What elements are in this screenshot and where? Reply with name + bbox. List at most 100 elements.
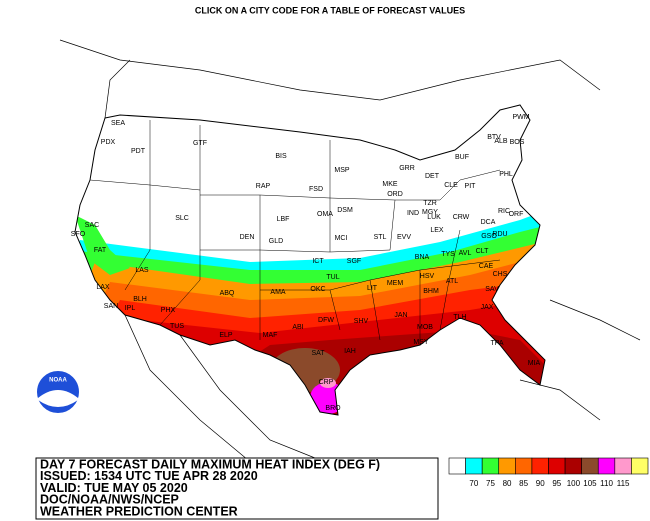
city-code[interactable]: BIS xyxy=(275,153,287,160)
city-code[interactable]: CAE xyxy=(479,263,494,270)
city-code[interactable]: SAV xyxy=(485,286,499,293)
city-code[interactable]: OKC xyxy=(310,286,325,293)
city-code[interactable]: TUL xyxy=(326,274,339,281)
city-code[interactable]: CLT xyxy=(476,248,489,255)
city-code[interactable]: STL xyxy=(374,234,387,241)
city-code[interactable]: MKE xyxy=(382,181,398,188)
city-code[interactable]: SAN xyxy=(104,303,118,310)
city-code[interactable]: PHL xyxy=(499,171,513,178)
noaa-logo: NOAA xyxy=(35,369,81,415)
city-code[interactable]: LAX xyxy=(96,284,110,291)
city-code[interactable]: SAT xyxy=(311,350,325,357)
city-code[interactable]: DET xyxy=(425,173,440,180)
city-code[interactable]: MIA xyxy=(528,360,541,367)
city-code[interactable]: CRW xyxy=(453,214,470,221)
city-code[interactable]: AVL xyxy=(459,250,472,257)
city-code[interactable]: BOS xyxy=(510,139,525,146)
city-code[interactable]: AMA xyxy=(270,289,286,296)
city-code[interactable]: SEA xyxy=(111,120,125,127)
city-code[interactable]: LUK xyxy=(427,214,441,221)
legend-label: 90 xyxy=(536,479,545,488)
city-code[interactable]: JAN xyxy=(394,312,407,319)
city-code[interactable]: PDT xyxy=(131,148,146,155)
city-code[interactable]: ABQ xyxy=(220,290,235,297)
city-code[interactable]: BUF xyxy=(455,154,469,161)
city-code[interactable]: DFW xyxy=(318,317,334,324)
legend-label: 75 xyxy=(486,479,495,488)
city-code[interactable]: DCA xyxy=(481,219,496,226)
info-line: WEATHER PREDICTION CENTER xyxy=(40,504,238,518)
city-code[interactable]: PDX xyxy=(101,139,116,146)
city-code[interactable]: ALB xyxy=(494,138,508,145)
legend: 70 75 80 85 90 95 100 105 110 115 xyxy=(448,457,649,488)
city-code[interactable]: PIT xyxy=(465,183,477,190)
city-code[interactable]: TYS xyxy=(441,251,455,258)
city-code[interactable]: BHM xyxy=(423,288,439,295)
city-code[interactable]: DEN xyxy=(240,234,255,241)
legend-swatch xyxy=(631,457,649,475)
city-code[interactable]: EVV xyxy=(397,234,411,241)
city-code[interactable]: HSV xyxy=(420,273,435,280)
city-code[interactable]: LAS xyxy=(135,267,149,274)
city-code[interactable]: GTF xyxy=(193,140,207,147)
city-code[interactable]: JAX xyxy=(481,304,494,311)
city-code[interactable]: IAH xyxy=(344,348,356,355)
city-code[interactable]: DSM xyxy=(337,207,353,214)
legend-swatch xyxy=(515,457,533,475)
city-code[interactable]: MAF xyxy=(263,332,278,339)
city-code[interactable]: CHS xyxy=(493,271,508,278)
city-code[interactable]: CLE xyxy=(444,182,458,189)
city-code[interactable]: GLD xyxy=(269,238,283,245)
city-code[interactable]: SGF xyxy=(347,258,361,265)
city-code[interactable]: ORF xyxy=(509,211,524,218)
city-code[interactable]: BRO xyxy=(325,405,341,412)
city-code[interactable]: FSD xyxy=(309,186,323,193)
city-code[interactable]: SAC xyxy=(85,222,99,229)
city-code[interactable]: TPA xyxy=(490,340,503,347)
info-line: DOC/NOAA/NWS/NCEP xyxy=(40,493,179,507)
city-code[interactable]: RIC xyxy=(498,208,510,215)
city-code[interactable]: FAT xyxy=(94,247,107,254)
city-code[interactable]: MCI xyxy=(335,235,348,242)
city-code[interactable]: MOB xyxy=(417,324,433,331)
city-code[interactable]: TUS xyxy=(170,323,184,330)
city-code[interactable]: LIT xyxy=(367,285,378,292)
city-code[interactable]: SHV xyxy=(354,318,369,325)
city-code[interactable]: RDU xyxy=(492,231,507,238)
info-line: DAY 7 FORECAST DAILY MAXIMUM HEAT INDEX … xyxy=(40,457,380,471)
city-code[interactable]: BTV xyxy=(487,134,501,141)
city-code[interactable]: SFO xyxy=(71,231,86,238)
city-code[interactable]: SLC xyxy=(175,215,189,222)
city-code[interactable]: LEX xyxy=(430,227,444,234)
city-code[interactable]: BLH xyxy=(133,296,147,303)
city-code[interactable]: GSO xyxy=(481,233,497,240)
city-code[interactable]: TLH xyxy=(453,314,466,321)
city-code[interactable]: MEM xyxy=(387,280,404,287)
city-code[interactable]: ELP xyxy=(219,332,233,339)
legend-swatch xyxy=(448,457,466,475)
legend-swatch xyxy=(465,457,483,475)
legend-label: 115 xyxy=(617,479,630,488)
city-code[interactable]: MGY xyxy=(422,209,438,216)
city-codes: SEA PDX PDT GTF BIS MSP SAC SFO FAT LAX SAN IPL LAS B… xyxy=(71,114,541,412)
city-code[interactable]: IPL xyxy=(125,305,136,312)
legend-label: 100 xyxy=(567,479,581,488)
city-code[interactable]: MSP xyxy=(334,167,350,174)
city-code[interactable]: RAP xyxy=(256,183,271,190)
city-code[interactable]: PHX xyxy=(161,307,176,314)
city-code[interactable]: IND xyxy=(407,210,419,217)
city-code[interactable]: TZR xyxy=(423,200,437,207)
city-code[interactable]: OMA xyxy=(317,211,333,218)
city-code[interactable]: ORD xyxy=(387,191,403,198)
city-code[interactable]: ABI xyxy=(292,324,303,331)
city-code[interactable]: BNA xyxy=(415,254,430,261)
city-code[interactable]: GRR xyxy=(399,165,415,172)
city-code[interactable]: ICT xyxy=(312,258,324,265)
city-code[interactable]: CRP xyxy=(319,379,334,386)
city-code[interactable]: ATL xyxy=(446,278,458,285)
city-code[interactable]: LBF xyxy=(277,216,290,223)
city-code[interactable]: MSY xyxy=(413,339,429,346)
city-code[interactable]: PWM xyxy=(512,114,529,121)
